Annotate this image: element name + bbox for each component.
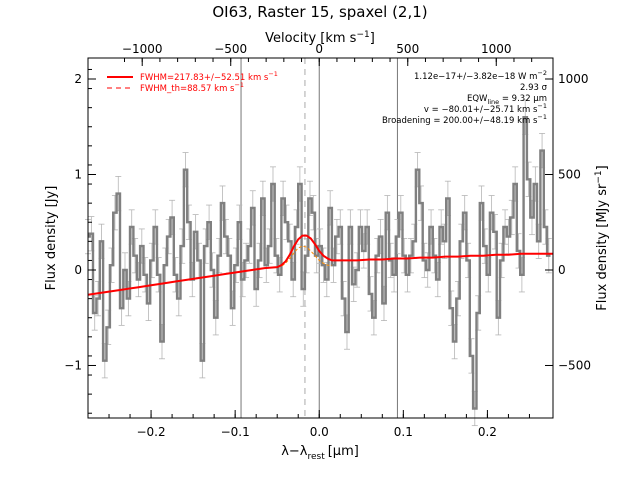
- x-tick-label-3: 0.1: [394, 425, 413, 439]
- top-axis-label: Velocity [km s−1]: [265, 30, 375, 46]
- error-bars: [85, 99, 552, 427]
- vel-tick-label-4: 1000: [481, 42, 512, 56]
- y-tick-label-2: 1: [74, 167, 82, 181]
- fit-annotations: 1.12e−17+/−3.82e−18 W m−2 2.93 σ EQWline…: [382, 69, 548, 126]
- vel-tick-label-0: −1000: [122, 42, 163, 56]
- plot-area: [85, 57, 554, 427]
- y-axis-label: Flux density [Jy]: [44, 186, 59, 291]
- x-axis-label: λ−λrest [μm]: [281, 444, 359, 462]
- legend: FWHM=217.83+/−52.51 km s−1 FWHM_th=88.57…: [107, 70, 278, 94]
- component-series: [277, 245, 332, 268]
- annotation-broadening: Broadening = 200.00+/−48.19 km s−1: [382, 113, 547, 126]
- y2-tick-label-0: −500: [558, 358, 591, 372]
- annotation-eqw: EQWline = 9.32 μm: [467, 94, 547, 106]
- y2-axis-label: Flux density [MJy sr−1]: [594, 165, 610, 310]
- y-tick-label-3: 2: [74, 72, 82, 86]
- y2-tick-label-3: 1000: [558, 72, 589, 86]
- y2-tick-label-1: 0: [558, 263, 566, 277]
- y2-tick-label-2: 500: [558, 167, 581, 181]
- vel-tick-label-3: 500: [396, 42, 419, 56]
- legend-label-fit: FWHM=217.83+/−52.51 km s−1: [140, 70, 278, 83]
- annotation-line-flux: 1.12e−17+/−3.82e−18 W m−2: [414, 69, 547, 82]
- annotation-velocity: v = −80.01+/−25.71 km s−1: [424, 102, 547, 115]
- chart-title: OI63, Raster 15, spaxel (2,1): [212, 3, 427, 21]
- vel-tick-label-1: −500: [214, 42, 247, 56]
- plot-frame: [87, 57, 554, 419]
- component-line: [277, 245, 332, 268]
- vel-tick-label-2: 0: [315, 42, 323, 56]
- x-tick-label-4: 0.2: [478, 425, 497, 439]
- y-tick-label-0: −1: [64, 358, 82, 372]
- x-tick-label-0: −0.2: [136, 425, 165, 439]
- fit-line: [87, 234, 553, 296]
- x-tick-label-1: −0.1: [221, 425, 250, 439]
- legend-label-fwhm-th: FWHM_th=88.57 km s−1: [140, 81, 244, 94]
- y-tick-label-1: 0: [74, 263, 82, 277]
- axes: −0.2 −0.1 0.0 0.1 0.2 −1 0 1 2 −500 0 500 1000 −1000 −…: [64, 42, 591, 439]
- x-tick-label-2: 0.0: [310, 425, 329, 439]
- annotation-significance: 2.93 σ: [520, 83, 548, 93]
- fit-series: [87, 234, 553, 296]
